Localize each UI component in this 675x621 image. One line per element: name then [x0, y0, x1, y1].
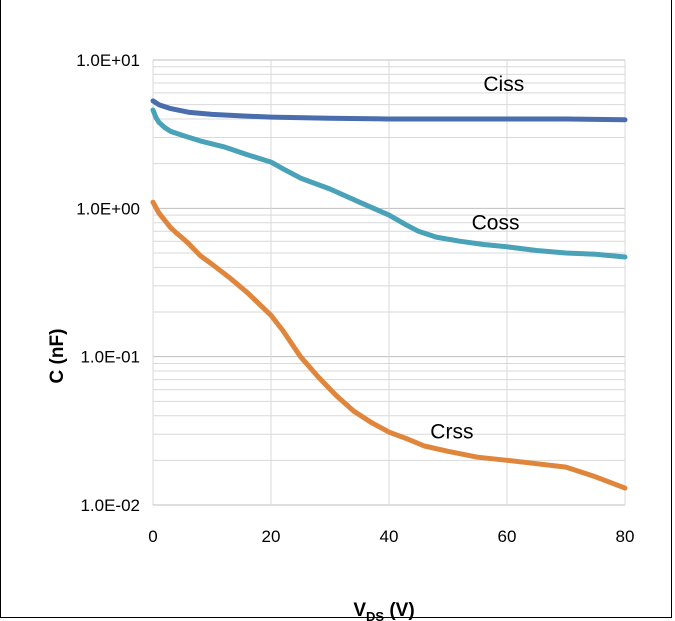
y-tick-labels: 1.0E+01 1.0E+00 1.0E-01 1.0E-02: [76, 51, 140, 515]
series-line-coss: [150, 107, 628, 260]
x-tick-label: 80: [616, 527, 635, 546]
x-tick-label: 40: [380, 527, 399, 546]
series-lines: [150, 98, 628, 491]
x-axis-title-subscript: DS: [366, 609, 384, 621]
major-gridlines: [152, 59, 626, 506]
y-tick-label: 1.0E+01: [76, 51, 140, 70]
y-tick-label: 1.0E+00: [76, 199, 140, 218]
series-labels: Ciss Coss Crss: [430, 73, 524, 444]
series-label-ciss: Ciss: [483, 73, 524, 96]
x-axis-title-main: V: [353, 600, 366, 621]
x-tick-label: 0: [148, 527, 157, 546]
x-tick-label: 60: [498, 527, 517, 546]
y-axis-title: C (nF): [47, 329, 68, 384]
x-tick-labels: 0 20 40 60 80: [148, 527, 634, 546]
series-label-crss: Crss: [430, 421, 473, 444]
series-line-ciss: [150, 98, 628, 123]
y-tick-label: 1.0E-01: [80, 348, 140, 367]
series-label-coss: Coss: [472, 211, 520, 234]
x-axis-title: VDS (V): [353, 600, 414, 621]
x-axis-title-unit: (V): [384, 600, 415, 621]
series-line-crss: [150, 199, 628, 491]
x-tick-label: 20: [262, 527, 281, 546]
y-tick-label: 1.0E-02: [80, 496, 140, 515]
